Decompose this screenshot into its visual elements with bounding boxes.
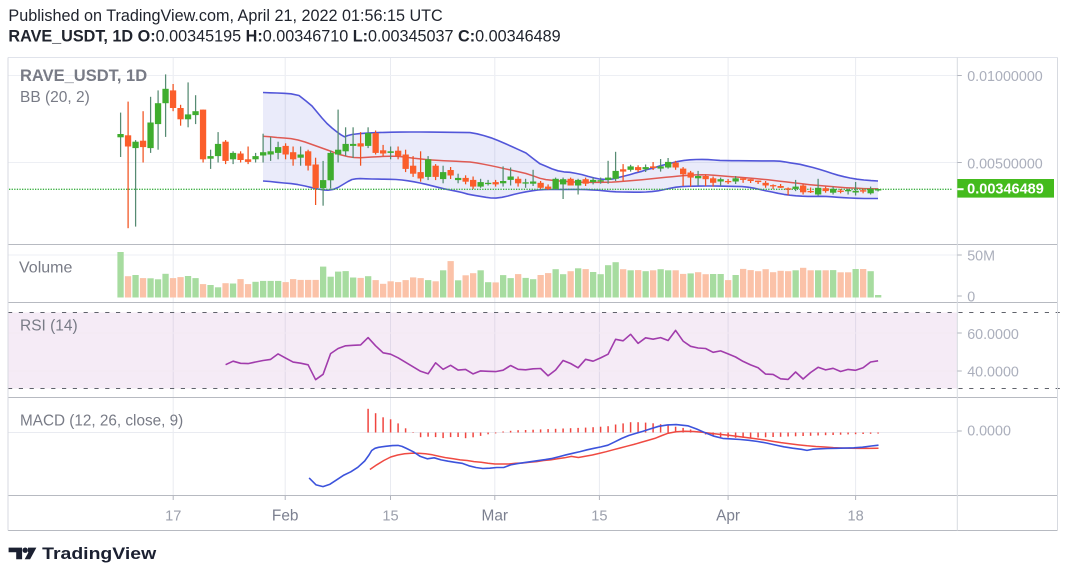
svg-text:0.01000000: 0.01000000 [967,69,1043,85]
svg-text:RAVE_USDT, 1D: RAVE_USDT, 1D [20,67,147,85]
svg-text:40.0000: 40.0000 [967,365,1019,381]
svg-text:BB (20, 2): BB (20, 2) [20,89,90,106]
svg-text:Mar: Mar [482,507,509,524]
svg-text:50M: 50M [967,248,995,264]
svg-text:RAVE_USDT, 1D O:0.00345195 H:0: RAVE_USDT, 1D O:0.00345195 H:0.00346710 … [8,27,560,45]
svg-text:60.0000: 60.0000 [967,327,1019,343]
svg-text:MACD (12, 26, close, 9): MACD (12, 26, close, 9) [20,413,183,430]
svg-text:Feb: Feb [272,507,299,524]
svg-text:Apr: Apr [716,507,740,524]
svg-text:0.00500000: 0.00500000 [967,157,1043,173]
svg-text:15: 15 [591,508,607,524]
svg-text:RSI (14): RSI (14) [20,318,78,335]
svg-text:Published on TradingView.com,: Published on TradingView.com, April 21, … [8,7,443,25]
svg-text:18: 18 [847,508,863,524]
svg-text:0: 0 [967,289,975,305]
svg-text:15: 15 [382,508,398,524]
svg-text:Volume: Volume [19,260,72,277]
svg-text:TradingView: TradingView [42,544,157,563]
svg-text:0.00346489: 0.00346489 [967,181,1044,197]
svg-text:17: 17 [165,508,181,524]
svg-text:0.0000: 0.0000 [967,424,1011,440]
